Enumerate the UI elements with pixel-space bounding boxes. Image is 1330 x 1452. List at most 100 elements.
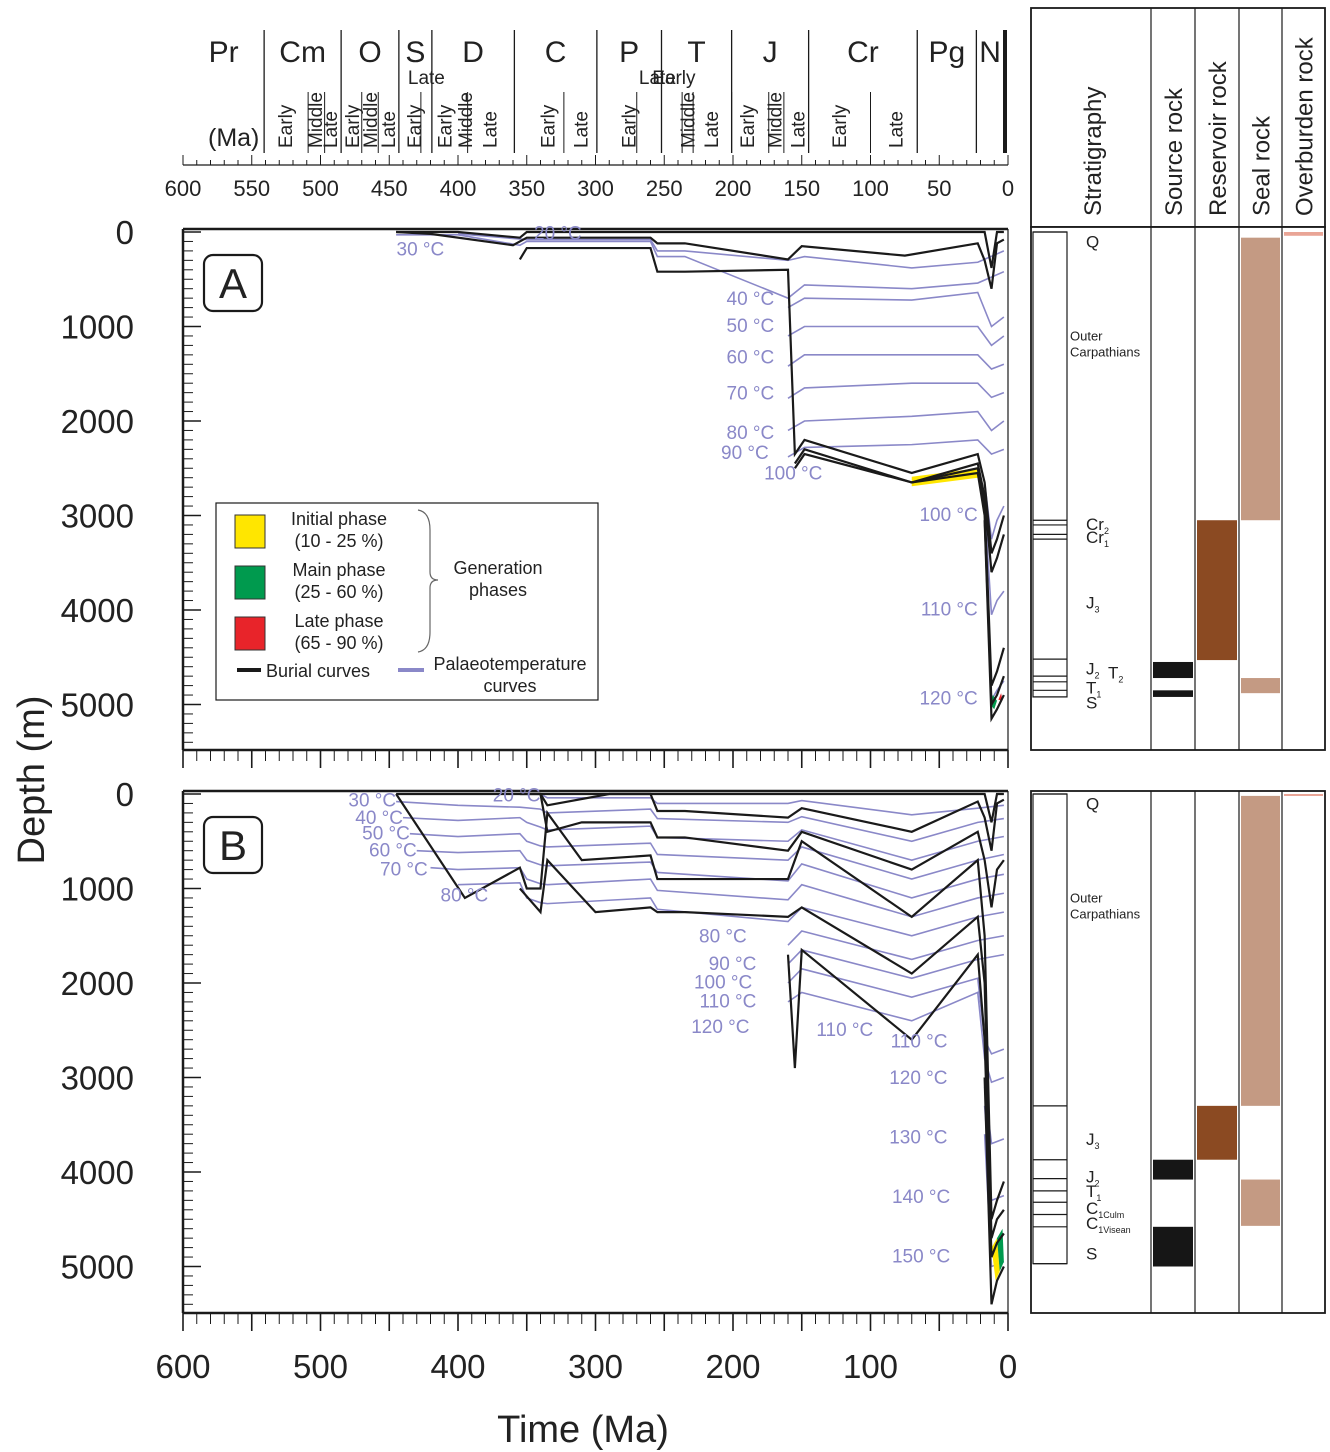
temperature-label: 80 °C bbox=[441, 886, 489, 907]
y-tick-label: 5000 bbox=[61, 1249, 134, 1286]
legend-box bbox=[215, 502, 599, 701]
strat-layer-label: Outer bbox=[1070, 891, 1103, 906]
burial-curve bbox=[396, 792, 1004, 823]
epoch-label: Middle bbox=[765, 92, 786, 148]
temperature-label: 100 °C bbox=[694, 973, 752, 994]
temperature-label: 30 °C bbox=[397, 240, 445, 261]
period-label: N bbox=[979, 36, 1001, 69]
palaeotemperature-curve bbox=[402, 816, 1005, 861]
y-tick-label: 0 bbox=[116, 214, 134, 251]
top-axis-tick-label: 600 bbox=[165, 176, 202, 201]
y-tick-label: 4000 bbox=[61, 1154, 134, 1191]
top-axis-tick-label: 200 bbox=[715, 176, 752, 201]
y-tick-label: 2000 bbox=[61, 965, 134, 1002]
overburden-rock-band bbox=[1284, 232, 1323, 236]
panel-A: 0 1000 2000 3000 4000 5000 30 °C 20 °C 40 °C 50 °… bbox=[61, 214, 1009, 768]
legend-swatch bbox=[234, 616, 266, 651]
strat-layer-label: S bbox=[1086, 1244, 1097, 1263]
column-header: Overburden rock bbox=[1292, 36, 1319, 216]
epoch-label: Middle bbox=[361, 92, 382, 148]
column-header: Reservoir rock bbox=[1205, 60, 1232, 216]
temperature-label: 120 °C bbox=[919, 689, 977, 710]
x-tick-label: 200 bbox=[705, 1348, 760, 1385]
palaeotemperature-curve bbox=[457, 233, 1005, 269]
seal-rock-band bbox=[1241, 1179, 1280, 1226]
y-tick-label: 4000 bbox=[61, 592, 134, 629]
strat-layer-subscript: 1 bbox=[1096, 689, 1101, 699]
epoch-label: Middle bbox=[456, 92, 477, 148]
strat-layer-label: Cr2 bbox=[1086, 515, 1109, 536]
reservoir-rock-band bbox=[1197, 1105, 1237, 1160]
temperature-label: 150 °C bbox=[892, 1247, 950, 1268]
period-label: D bbox=[462, 36, 484, 69]
legend-swatch bbox=[234, 565, 266, 600]
petroleum-system-columns: Stratigraphy Source rock Reservoir rock Sea… bbox=[1030, 7, 1326, 1314]
column-header: Source rock bbox=[1161, 87, 1188, 216]
top-axis-tick-label: 0 bbox=[1002, 176, 1014, 201]
epoch-label: Early bbox=[276, 104, 297, 148]
source-rock-band bbox=[1153, 1159, 1193, 1180]
burial-curve bbox=[793, 448, 1005, 573]
top-axis-unit: (Ma) bbox=[208, 124, 259, 152]
palaeotemperature-curve bbox=[787, 382, 1005, 399]
top-axis-tick-label: 400 bbox=[440, 176, 477, 201]
legend-group-label: phases bbox=[469, 580, 527, 600]
period-label: Cr bbox=[847, 36, 879, 69]
seal-rock-band bbox=[1241, 237, 1280, 521]
burial-curve bbox=[396, 230, 1005, 289]
strat-layer-subscript: 1Culm bbox=[1098, 1210, 1124, 1220]
x-axis-label: Time (Ma) bbox=[497, 1409, 669, 1451]
palaeotemperature-curve bbox=[540, 793, 1004, 816]
epoch-label: Early bbox=[738, 104, 759, 148]
y-tick-label: 5000 bbox=[61, 687, 134, 724]
column-header-block bbox=[1030, 7, 1326, 228]
legend-burial-label: Burial curves bbox=[266, 661, 370, 681]
temperature-label: 120 °C bbox=[889, 1068, 947, 1089]
strat-layer-label: Carpathians bbox=[1070, 907, 1141, 922]
period-label: T bbox=[687, 36, 705, 69]
top-axis-tick-label: 150 bbox=[783, 176, 820, 201]
legend-item-sublabel: (10 - 25 %) bbox=[294, 531, 383, 551]
seal-rock-band bbox=[1241, 795, 1280, 1106]
epoch-label: Late bbox=[886, 111, 907, 148]
period-label: J bbox=[763, 36, 778, 69]
palaeotemperature-curve bbox=[787, 949, 1005, 980]
temperature-label: 60 °C bbox=[727, 347, 775, 368]
legend-item-sublabel: (25 - 60 %) bbox=[294, 582, 383, 602]
temperature-label: 90 °C bbox=[709, 954, 757, 975]
overburden-rock-band bbox=[1284, 794, 1323, 796]
panel-label-box bbox=[202, 253, 264, 313]
period-label: P bbox=[619, 36, 639, 69]
temperature-label: 80 °C bbox=[699, 926, 747, 947]
epoch-label: Late bbox=[639, 68, 676, 89]
period-label: Pr bbox=[209, 36, 239, 69]
column-header: Stratigraphy bbox=[1080, 87, 1107, 216]
palaeotemperature-curve bbox=[416, 849, 1005, 899]
x-tick-label: 300 bbox=[568, 1348, 623, 1385]
temperature-label: 110 °C bbox=[699, 992, 756, 1013]
strat-layer-label: Q bbox=[1086, 232, 1099, 251]
legend-group-label: Generation bbox=[453, 558, 542, 578]
source-rock-band bbox=[1153, 690, 1193, 697]
epoch-label: Early bbox=[652, 68, 696, 89]
temperature-label: 130 °C bbox=[889, 1128, 947, 1149]
temperature-label: 60 °C bbox=[369, 840, 417, 861]
period-label: Cm bbox=[279, 36, 326, 69]
temperature-label: 140 °C bbox=[892, 1187, 950, 1208]
temperature-label: 110 °C bbox=[891, 1031, 948, 1052]
temperature-label: 30 °C bbox=[348, 790, 396, 811]
temperature-label: 80 °C bbox=[727, 423, 775, 444]
panel-label: B bbox=[219, 822, 247, 869]
palaeotemperature-curve bbox=[430, 866, 1005, 918]
epoch-label: Late bbox=[702, 111, 723, 148]
strat-layer-subscript: 1 bbox=[1104, 539, 1109, 549]
period-label: S bbox=[405, 36, 425, 69]
strat-layer-label: Cr1 bbox=[1086, 528, 1109, 549]
y-tick-label: 1000 bbox=[61, 309, 134, 346]
temperature-label: 110 °C bbox=[816, 1020, 873, 1041]
strat-layer-subscript: 2 bbox=[1095, 671, 1100, 681]
